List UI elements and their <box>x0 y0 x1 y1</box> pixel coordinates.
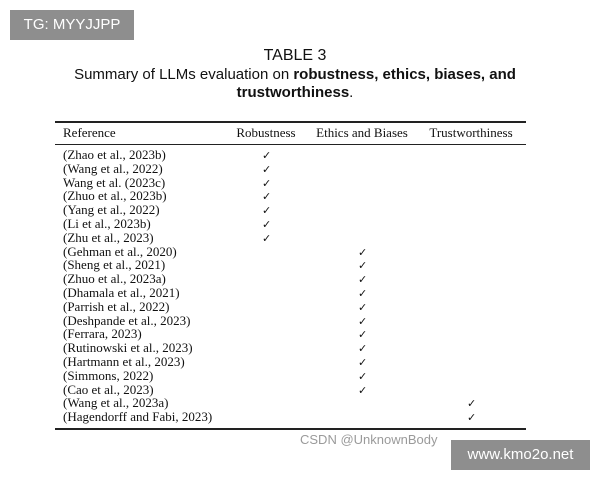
watermark-csdn: CSDN @UnknownBody <box>300 432 438 447</box>
row-reference: (Yang et al., 2022) <box>63 202 160 218</box>
check-mark-icon: ✓ <box>358 369 368 383</box>
row-reference: (Sheng et al., 2021) <box>63 257 166 273</box>
row-reference: (Deshpande et al., 2023) <box>63 312 191 328</box>
row-reference: (Zhu et al., 2023) <box>63 229 154 245</box>
check-mark-icon: ✓ <box>358 259 368 273</box>
table-caption: Summary of LLMs evaluation on robustness… <box>0 66 590 102</box>
row-reference: (Zhuo et al., 2023a) <box>63 271 166 287</box>
row-reference: (Parrish et al., 2022) <box>63 298 170 314</box>
table-number: TABLE 3 <box>263 47 327 64</box>
check-mark-icon: ✓ <box>467 397 477 411</box>
column-header: Ethics and Biases <box>316 125 408 140</box>
column-header: Robustness <box>236 125 296 140</box>
row-reference: (Hagendorff and Fabi, 2023) <box>63 409 213 425</box>
top-rule <box>55 121 526 123</box>
row-reference: (Li et al., 2023b) <box>63 216 151 231</box>
row-reference: (Zhao et al., 2023b) <box>63 147 166 162</box>
check-mark-icon: ✓ <box>358 300 368 314</box>
column-header: Reference <box>63 125 116 140</box>
check-mark-icon: ✓ <box>358 328 368 342</box>
check-mark-icon: ✓ <box>262 149 272 162</box>
check-mark-icon: ✓ <box>262 231 272 245</box>
check-mark-icon: ✓ <box>358 287 368 300</box>
check-mark-icon: ✓ <box>262 176 272 190</box>
check-mark-icon: ✓ <box>358 356 368 369</box>
check-mark-icon: ✓ <box>262 162 272 176</box>
check-mark-icon: ✓ <box>358 342 368 356</box>
check-mark-icon: ✓ <box>358 314 368 328</box>
row-reference: (Gehman et al., 2020) <box>63 243 177 259</box>
row-reference: (Rutinowski et al., 2023) <box>63 340 193 356</box>
bottom-rule <box>55 428 526 430</box>
caption-suffix: . <box>349 84 354 101</box>
row-reference: (Hartmann et al., 2023) <box>63 354 185 369</box>
check-mark-icon: ✓ <box>262 190 272 204</box>
check-mark-icon: ✓ <box>358 273 368 287</box>
check-mark-icon: ✓ <box>358 245 368 259</box>
header-rule <box>55 144 526 145</box>
check-mark-icon: ✓ <box>262 204 272 218</box>
row-reference: (Ferrara, 2023) <box>63 326 142 342</box>
row-reference: (Wang et al., 2023a) <box>63 395 169 411</box>
watermark-badge-top: TG: MYYJJPP <box>10 10 134 40</box>
row-reference: Wang et al. (2023c) <box>63 174 166 190</box>
row-reference: (Cao et al., 2023) <box>63 381 154 397</box>
row-reference: (Simmons, 2022) <box>63 367 154 383</box>
watermark-badge-bottom: www.kmo2o.net <box>451 440 590 470</box>
caption-text: Summary of LLMs evaluation on <box>74 66 294 83</box>
row-reference: (Wang et al., 2022) <box>63 160 163 176</box>
row-reference: (Zhuo et al., 2023b) <box>63 188 167 204</box>
caption-bold: robustness, ethics, biases, and trustwor… <box>236 66 516 101</box>
check-mark-icon: ✓ <box>358 383 368 397</box>
column-header: Trustworthiness <box>429 125 513 140</box>
check-mark-icon: ✓ <box>467 411 477 425</box>
row-reference: (Dhamala et al., 2021) <box>63 285 180 300</box>
check-mark-icon: ✓ <box>262 218 272 231</box>
